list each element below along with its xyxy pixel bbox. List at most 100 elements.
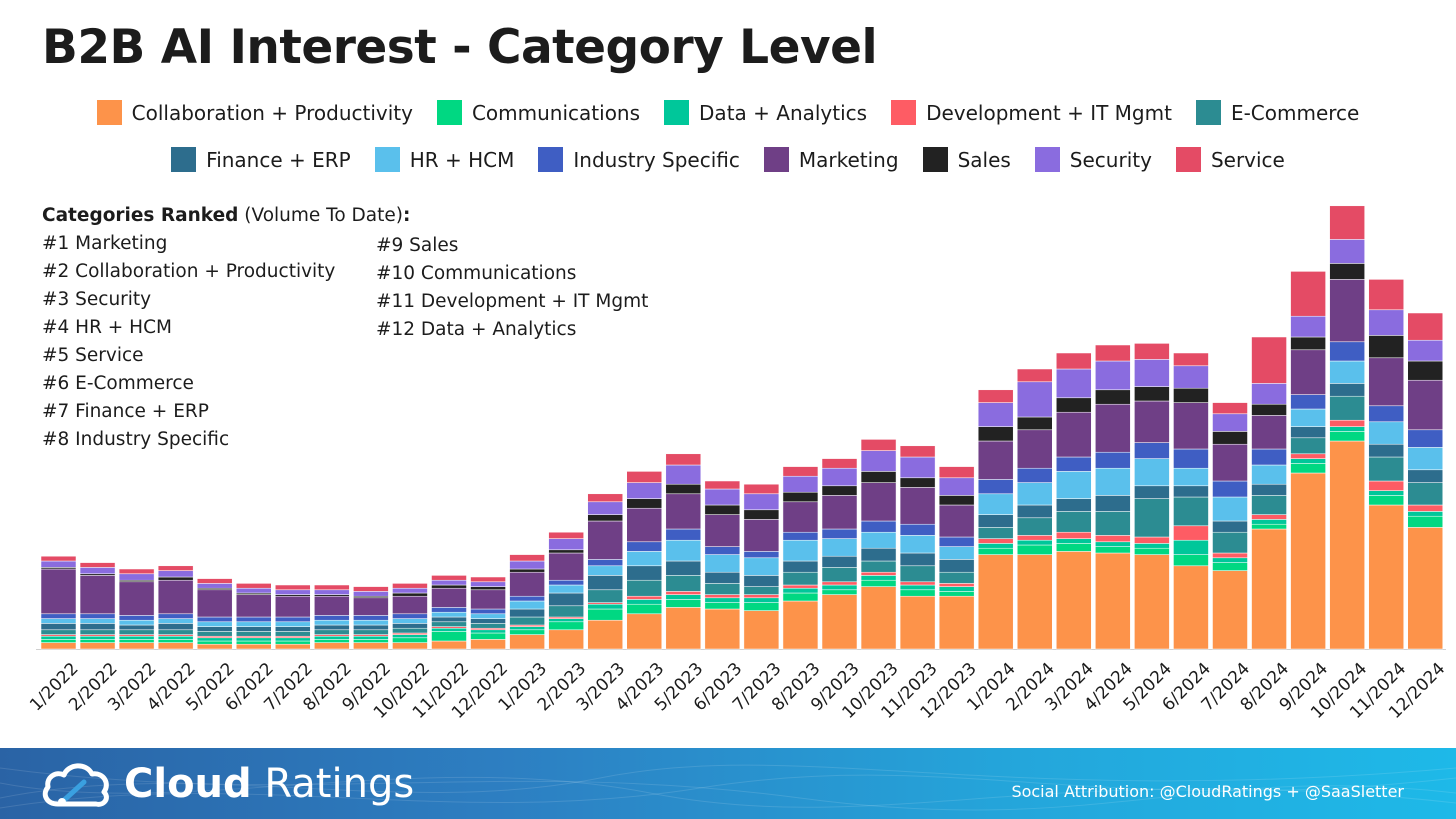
bar-segment [314,642,350,650]
bar-segment [548,531,584,539]
bar-segment [1329,419,1365,427]
bar-segment [626,603,662,615]
bar-segment [196,643,233,650]
bar-segment [509,568,545,573]
bar-segment [1095,389,1131,405]
bar-segment [509,608,545,618]
bar-segment [314,629,350,635]
bar-segment [509,571,545,597]
bar-segment [977,389,1014,403]
legend-label: Service [1210,147,1285,172]
bar-segment [275,631,311,637]
bar-segment [1095,344,1131,362]
bar-segment [157,613,194,619]
bar-segment [314,589,350,595]
bar-segment [860,520,897,533]
bar-segment [1056,498,1092,512]
bar-segment [157,618,194,624]
bar-segment [1095,360,1131,391]
bar-segment [470,639,506,650]
bar-segment [704,480,741,490]
bar-segment [79,635,116,640]
bar-segment [353,597,389,616]
bar-segment [196,637,233,642]
bar-segment [40,613,77,619]
bar-segment [821,458,858,469]
bar-segment [743,519,780,552]
bar-segment [196,640,233,645]
bar-segment [509,595,545,602]
bar-segment [977,554,1014,650]
bar-segment [79,575,116,615]
bar-segment [743,594,780,599]
bar-segment [470,629,506,634]
bar-segment [1017,467,1053,483]
ranked-item: #11 Development + IT Mgmt [376,291,649,312]
bar-segment [1251,495,1287,515]
bar-segment [196,626,233,632]
bar-segment [157,635,194,640]
bar-segment [1368,456,1404,482]
bar-segment [626,613,662,650]
bar-segment [196,616,233,623]
bar-segment [431,575,467,581]
bar-segment [548,605,584,618]
bar-segment [1251,448,1287,466]
bar-segment [1290,453,1326,459]
bar-segment [977,479,1014,495]
bar-segment [860,482,897,522]
bar-segment [938,495,975,506]
bar-segment [665,591,702,595]
bar-segment [1251,415,1287,450]
bar-segment [236,587,272,594]
bar-segment [665,528,702,541]
bar-segment [1407,482,1443,506]
bar-segment [548,538,584,551]
ranked-heading-colon: : [402,205,411,226]
legend-label: Data + Analytics [699,100,868,125]
bar-segment [353,639,389,643]
bar-segment [938,546,975,560]
bar-segment [782,571,819,586]
bar-segment [821,555,858,568]
bar-segment [236,637,272,642]
bar-segment [1368,480,1404,491]
legend-item-e-commerce: E-Commerce [1195,100,1359,125]
bar-segment [1095,495,1131,512]
bar-segment [431,627,467,632]
bar-segment [1368,490,1404,496]
bar-segment [587,575,623,591]
bar-segment [1368,335,1404,359]
bar-segment [782,466,819,477]
bar-segment [1017,482,1053,506]
bar-segment [118,629,155,635]
bar-segment [704,514,741,547]
bar-segment [353,629,389,635]
bar-segment [1407,312,1443,341]
bar-segment [782,592,819,602]
bar-segment [938,559,975,573]
ranked-item: #1 Marketing [42,233,168,254]
bar-segment [977,543,1014,549]
bar-segment [626,507,662,543]
bar-segment [157,623,194,631]
bar-segment [899,477,936,488]
ranked-heading-rest: (Volume To Date) [238,205,403,226]
bar-segment [821,584,858,591]
bar-segment [1173,485,1209,498]
bar-segment [314,635,350,640]
legend-label: Industry Specific [573,147,740,172]
bar-segment [548,579,584,586]
ranked-item: #2 Collaboration + Productivity [42,261,336,282]
bar-segment [314,624,350,631]
bar-segment [157,565,194,571]
bar-segment [1173,365,1209,389]
bar-segment [236,594,272,618]
bar-segment [236,631,272,637]
bar-segment [548,629,584,650]
bar-segment [1329,341,1365,362]
legend-label: HR + HCM [409,147,515,172]
bar-segment [1173,565,1209,650]
bar-segment [79,639,116,643]
bar-segment [1134,498,1170,538]
